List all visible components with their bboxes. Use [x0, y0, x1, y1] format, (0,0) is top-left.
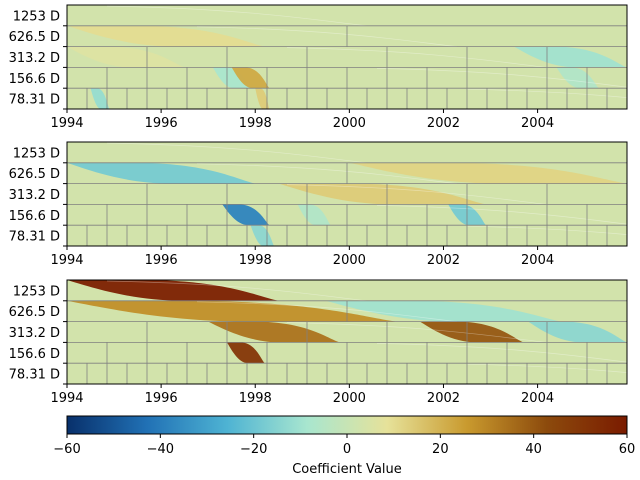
coefficient-feature	[514, 46, 627, 68]
x-tick-label: 1996	[145, 116, 178, 131]
colorbar-tick-label: 40	[525, 442, 542, 457]
colorbar-tick-label: 20	[432, 442, 449, 457]
texture-streak	[196, 301, 458, 322]
coefficient-feature	[349, 162, 627, 184]
x-tick-label: 1996	[145, 391, 178, 406]
x-tick-label: 2000	[333, 391, 366, 406]
texture-streak	[196, 26, 458, 47]
y-tick-label: 1253 D	[13, 146, 60, 161]
y-tick-label: 626.5 D	[9, 305, 60, 320]
coefficient-feature	[67, 300, 397, 322]
coefficient-feature	[250, 225, 275, 246]
x-tick-label: 2004	[521, 116, 554, 131]
x-tick-label: 1998	[239, 253, 272, 268]
texture-streak	[376, 343, 638, 364]
panel-frame	[66, 279, 628, 385]
x-tick-label: 2002	[427, 116, 460, 131]
colorbar-tick-label: −40	[147, 442, 174, 457]
y-tick-label: 156.6 D	[9, 72, 60, 87]
y-tick-label: 78.31 D	[9, 93, 60, 108]
texture-streak	[466, 225, 640, 237]
colorbar: −60 −40 −20 0 20 40 60	[53, 415, 636, 457]
x-tick-label: 1996	[145, 253, 178, 268]
x-tick-label: 2002	[427, 391, 460, 406]
y-tick-label: 156.6 D	[9, 347, 60, 362]
colorbar-tick-label: 60	[619, 442, 636, 457]
x-tick-label: 2002	[427, 253, 460, 268]
y-tick-label: 1253 D	[13, 284, 60, 299]
x-tick-label: 2000	[333, 116, 366, 131]
coefficient-feature	[278, 183, 486, 205]
y-tick-label: 78.31 D	[9, 368, 60, 383]
x-tick-label: 1998	[239, 116, 272, 131]
texture-streak	[106, 5, 368, 27]
y-tick-label: 313.2 D	[9, 326, 60, 341]
texture-streak	[106, 142, 368, 164]
coefficient-feature	[231, 67, 270, 89]
panel-3: 1253 D 626.5 D 313.2 D 156.6 D 78.31 D 1994 19…	[9, 279, 640, 406]
texture-streak	[286, 322, 548, 343]
y-tick-label: 313.2 D	[9, 188, 60, 203]
texture-streak	[466, 363, 640, 375]
colorbar-tick-label: −20	[240, 442, 267, 457]
y-tick-label: 78.31 D	[9, 230, 60, 245]
y-tick-label: 313.2 D	[9, 51, 60, 66]
heatmap-panels: 1253 D 626.5 D 313.2 D 156.6 D 78.31 D 1994 19…	[9, 4, 640, 406]
coefficient-feature	[227, 342, 265, 364]
coefficient-feature	[528, 321, 627, 343]
coefficient-feature	[325, 300, 562, 322]
texture-streak	[106, 280, 368, 302]
coefficient-feature	[255, 88, 270, 109]
x-tick-label: 1994	[50, 391, 83, 406]
x-tick-label: 2004	[521, 253, 554, 268]
colorbar-tick-label: 0	[343, 442, 351, 457]
y-tick-label: 626.5 D	[9, 30, 60, 45]
coefficient-feature	[90, 88, 110, 109]
panel-2: 1253 D 626.5 D 313.2 D 156.6 D 78.31 D 1994 19…	[9, 141, 640, 268]
coefficient-feature	[67, 162, 256, 184]
y-tick-label: 626.5 D	[9, 167, 60, 182]
texture-streak	[376, 68, 638, 89]
colorbar-label: Coefficient Value	[292, 462, 402, 477]
texture-streak	[196, 163, 458, 184]
y-tick-label: 156.6 D	[9, 209, 60, 224]
x-tick-label: 2000	[333, 253, 366, 268]
texture-streak	[376, 205, 638, 226]
texture-streak	[466, 88, 640, 100]
x-tick-label: 1998	[239, 391, 272, 406]
texture-streak	[286, 47, 548, 68]
panel-frame	[66, 4, 628, 110]
coefficient-feature	[297, 204, 331, 226]
colorbar-gradient	[66, 415, 628, 435]
coefficient-feature	[67, 280, 279, 301]
coefficient-feature	[67, 25, 265, 47]
coefficient-feature	[222, 204, 270, 226]
texture-streak	[286, 184, 548, 205]
coefficient-feature	[556, 67, 599, 89]
y-tick-label: 1253 D	[13, 9, 60, 24]
coefficient-feature	[419, 321, 524, 343]
x-tick-label: 2004	[521, 391, 554, 406]
coefficient-feature	[212, 67, 251, 89]
colorbar-tick-label: −60	[53, 442, 80, 457]
panel-frame	[66, 141, 628, 247]
panel-1: 1253 D 626.5 D 313.2 D 156.6 D 78.31 D 1994 19…	[9, 4, 640, 131]
coefficient-feature	[67, 46, 185, 68]
x-tick-label: 1994	[50, 116, 83, 131]
x-tick-label: 1994	[50, 253, 83, 268]
